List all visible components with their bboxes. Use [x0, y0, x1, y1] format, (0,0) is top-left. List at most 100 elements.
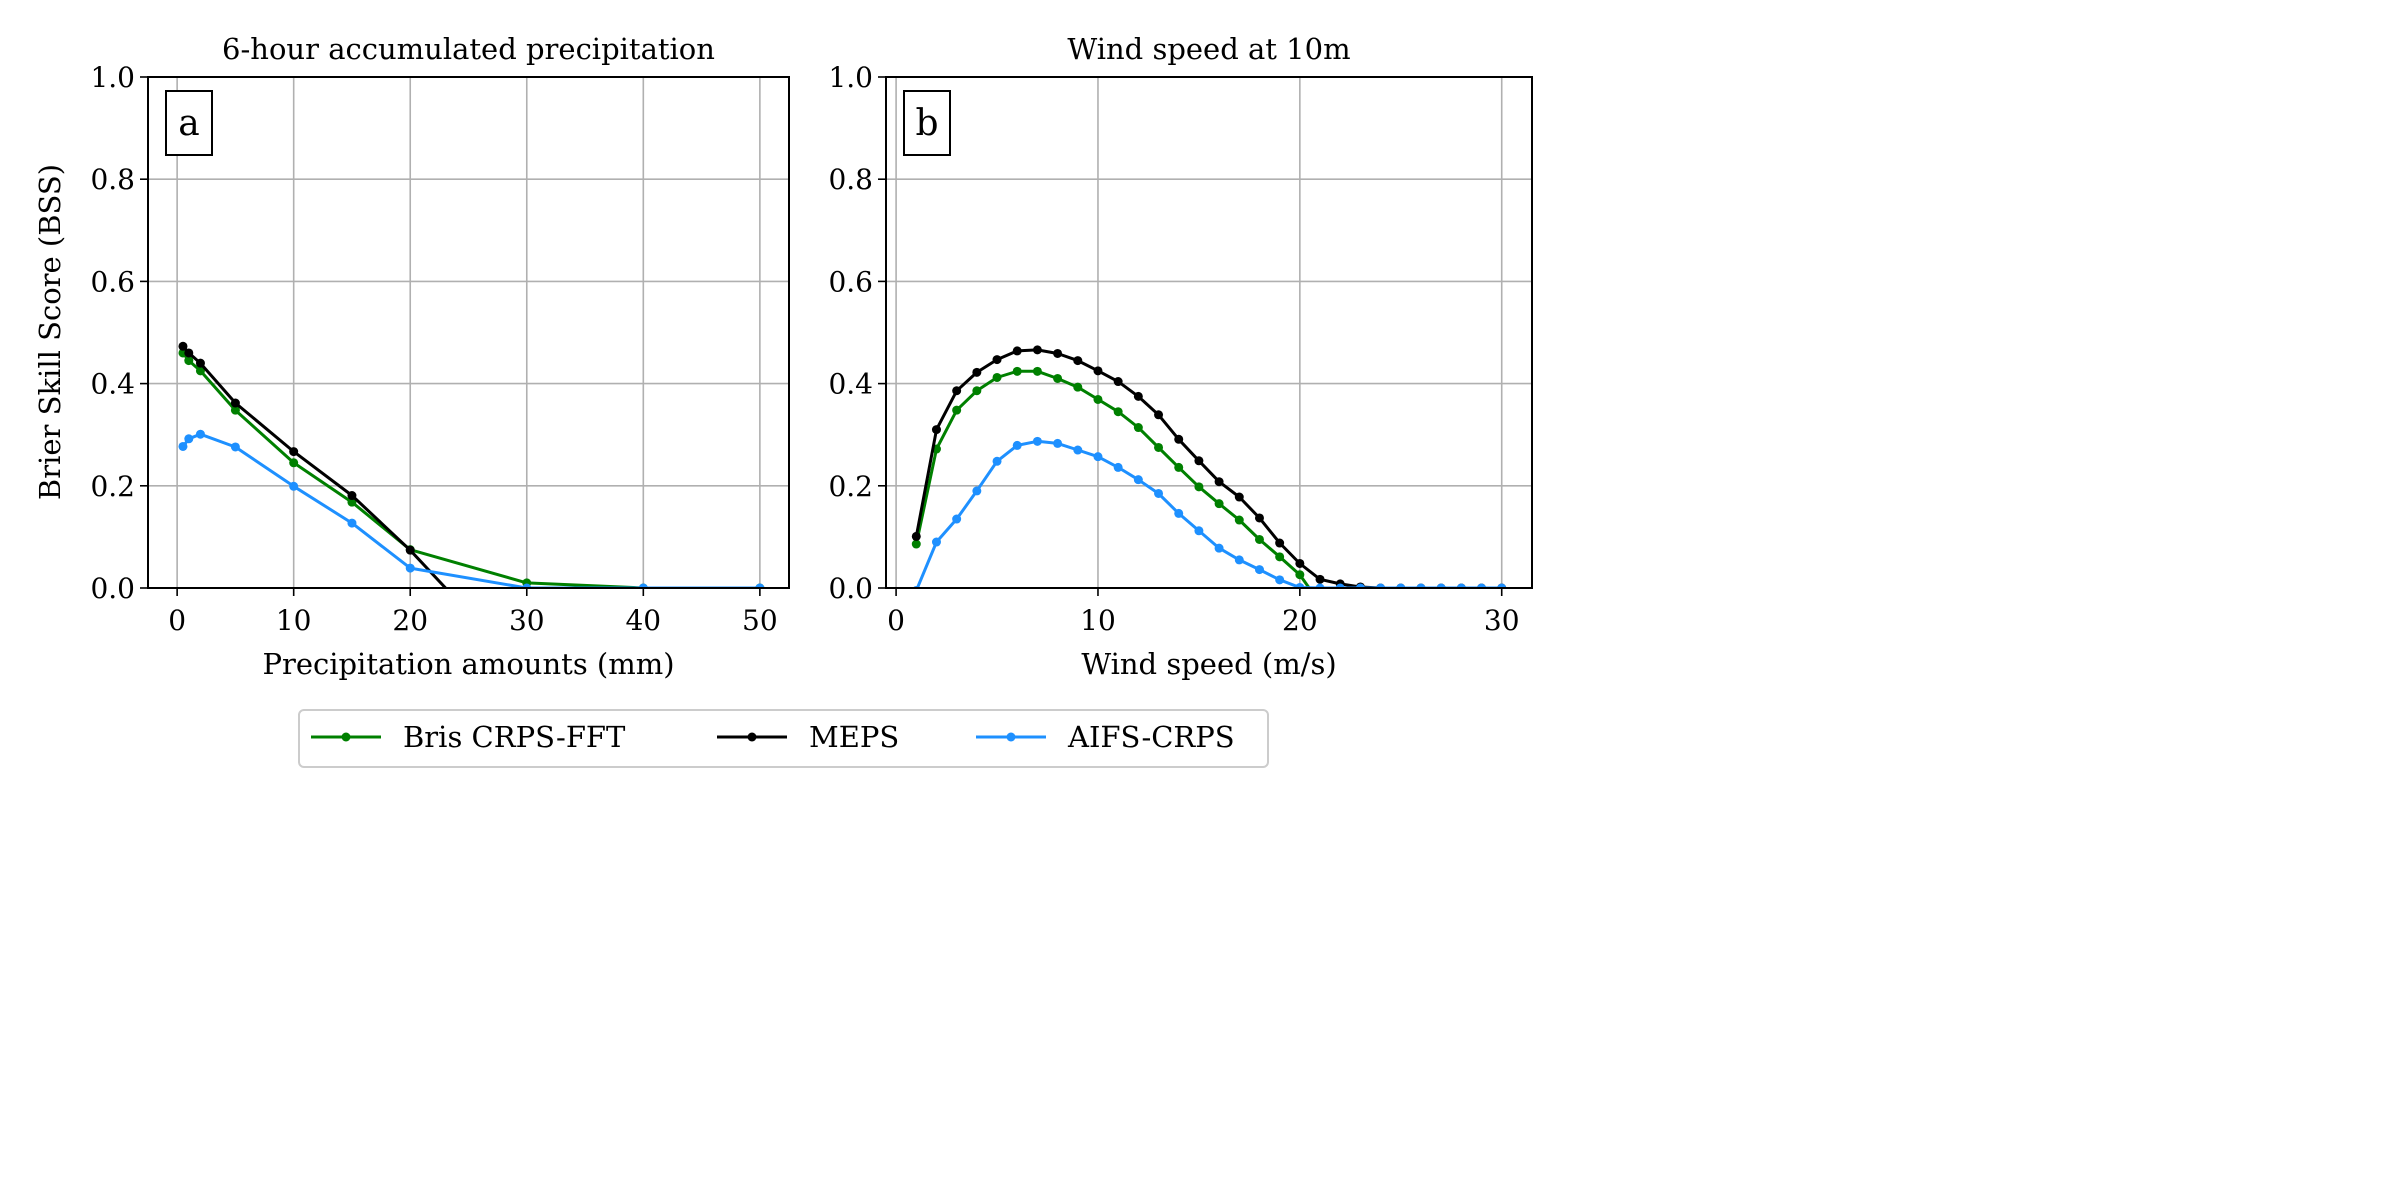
data-point — [347, 518, 357, 528]
panel-b-series — [911, 345, 1507, 736]
data-point — [289, 447, 299, 457]
panel-b-label-box: b — [903, 90, 951, 156]
data-point — [1214, 499, 1224, 509]
data-point — [1053, 373, 1063, 383]
data-point — [952, 514, 962, 524]
data-point — [1376, 583, 1386, 588]
data-point — [1275, 538, 1285, 548]
x-tick-label: 10 — [276, 604, 312, 637]
data-point — [1234, 555, 1244, 565]
panel-a-title: 6-hour accumulated precipitation — [222, 32, 715, 66]
panel-b-ticks: 0 10 20 30 0.0 0.2 0.4 0.6 0.8 1.0 — [828, 61, 1519, 637]
data-point — [992, 355, 1002, 365]
data-point — [1093, 394, 1103, 404]
legend-marker — [341, 732, 351, 742]
data-point — [1396, 583, 1406, 588]
data-point — [1477, 716, 1486, 725]
data-point — [1174, 462, 1184, 472]
legend-marker — [747, 732, 757, 742]
panel-b-title: Wind speed at 10m — [1067, 32, 1350, 66]
y-tick-label: 0.2 — [90, 470, 135, 503]
data-point — [1234, 492, 1244, 502]
data-point — [230, 398, 240, 408]
data-point — [1113, 407, 1123, 417]
legend-label: MEPS — [809, 720, 899, 754]
x-tick-label: 30 — [1484, 604, 1520, 637]
y-tick-label: 0.0 — [828, 572, 873, 605]
data-point — [1315, 574, 1325, 584]
data-point — [972, 367, 982, 377]
data-point — [1174, 508, 1184, 518]
series-line-aifs-crps — [915, 439, 1502, 588]
panel-a-ticks: 0 10 20 30 40 50 0.0 0.2 0.4 0.6 0.8 1.0 — [90, 61, 777, 637]
data-point — [1456, 583, 1466, 588]
data-point — [1194, 456, 1204, 466]
y-tick-label: 0.2 — [828, 470, 873, 503]
data-point — [195, 429, 205, 439]
panel-a-label: a — [178, 103, 199, 144]
y-tick-label: 0.6 — [828, 265, 873, 298]
data-point — [195, 358, 205, 368]
data-point — [405, 563, 415, 573]
data-point — [1437, 696, 1446, 705]
data-point — [230, 405, 240, 415]
x-tick-label: 20 — [392, 604, 428, 637]
data-point — [1254, 565, 1264, 575]
panel-b-label: b — [915, 103, 938, 144]
y-tick-label: 1.0 — [828, 61, 873, 94]
data-point — [1133, 423, 1143, 433]
data-point — [1457, 706, 1466, 715]
data-point — [1032, 345, 1042, 355]
x-tick-label: 10 — [1080, 604, 1116, 637]
data-point — [195, 366, 205, 376]
data-point — [1477, 583, 1487, 588]
legend-item: AIFS-CRPS — [976, 720, 1235, 754]
series-line-meps — [181, 345, 448, 588]
data-point — [1093, 366, 1103, 376]
data-point — [405, 545, 415, 555]
data-point — [1133, 475, 1143, 485]
x-tick-label: 30 — [509, 604, 545, 637]
data-point — [1154, 488, 1164, 498]
data-point — [1497, 727, 1506, 736]
y-tick-label: 0.8 — [90, 163, 135, 196]
panel-a-xlabel: Precipitation amounts (mm) — [262, 647, 674, 681]
data-point — [1093, 452, 1103, 462]
data-point — [992, 456, 1002, 466]
legend: Bris CRPS-FFT MEPS AIFS-CRPS — [298, 709, 1269, 768]
data-point — [1214, 543, 1224, 553]
panel-a-label-box: a — [165, 90, 213, 156]
data-point — [347, 497, 357, 507]
data-point — [1133, 391, 1143, 401]
data-point — [1012, 440, 1022, 450]
panel-b-frame — [885, 76, 1533, 589]
x-tick-label: 40 — [625, 604, 661, 637]
legend-label: Bris CRPS-FFT — [403, 720, 626, 754]
series-line-bris-crps-fft — [181, 351, 760, 588]
y-tick-label: 0.6 — [90, 265, 135, 298]
data-point — [1032, 436, 1042, 446]
data-point — [1012, 346, 1022, 356]
legend-label: AIFS-CRPS — [1067, 720, 1235, 754]
data-point — [1497, 583, 1507, 588]
panel-a-series — [178, 341, 765, 588]
data-point — [1295, 558, 1305, 568]
data-point — [1214, 477, 1224, 487]
data-point — [911, 539, 921, 549]
data-point — [1032, 366, 1042, 376]
legend-item: MEPS — [717, 720, 899, 754]
data-point — [184, 356, 194, 366]
data-point — [1295, 570, 1305, 580]
panel-a-frame — [147, 76, 790, 589]
data-point — [522, 583, 532, 588]
data-point — [347, 491, 357, 501]
figure: 0 10 20 30 40 50 0.0 0.2 0.4 0.6 0.8 1.0 6-hour acc… — [33, 32, 1533, 768]
data-point — [1356, 645, 1365, 654]
data-point — [1174, 434, 1184, 444]
data-point — [1416, 686, 1425, 695]
data-point — [1194, 526, 1204, 536]
data-point — [1073, 445, 1083, 455]
data-point — [178, 341, 188, 351]
data-point — [1315, 583, 1325, 588]
data-point — [911, 531, 921, 541]
